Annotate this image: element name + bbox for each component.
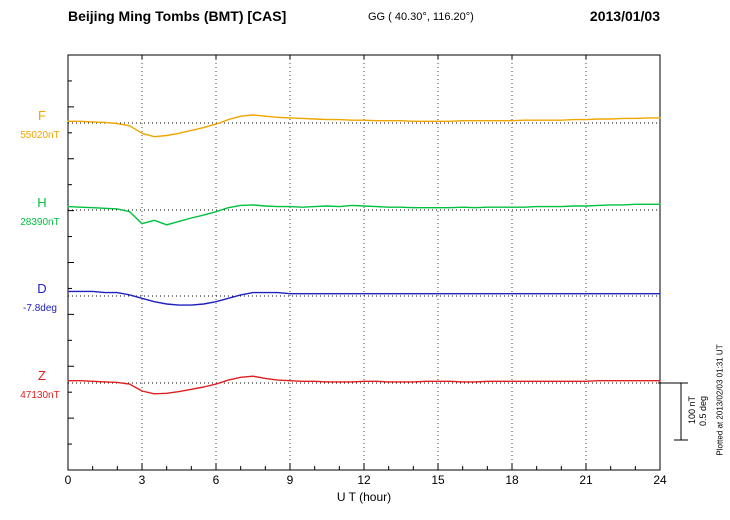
- x-axis-label: U T (hour): [337, 490, 391, 504]
- component-baseline-Z: 47130nT: [20, 390, 60, 401]
- x-tick-label: 6: [213, 473, 220, 487]
- component-baseline-H: 28390nT: [20, 217, 60, 228]
- trace-Z: [67, 375, 661, 395]
- x-tick-label: 21: [579, 473, 593, 487]
- x-tick-label: 12: [357, 473, 371, 487]
- trace-F: [67, 114, 661, 138]
- x-tick-label: 18: [505, 473, 519, 487]
- trace-H: [67, 203, 661, 226]
- station-title: Beijing Ming Tombs (BMT) [CAS]: [68, 8, 287, 24]
- scale-bar-label-nt: 100 nT: [687, 395, 697, 425]
- x-tick-label: 15: [431, 473, 445, 487]
- scale-bar-label-deg: 0.5 deg: [698, 395, 708, 427]
- x-tick-label: 3: [139, 473, 146, 487]
- component-letter-F: F: [38, 108, 46, 123]
- component-letter-Z: Z: [38, 368, 46, 383]
- observation-date: 2013/01/03: [589, 8, 660, 24]
- plotted-at-note: Plotted at 2013/02/03 01:31 UT: [715, 344, 725, 456]
- geographic-coordinates: GG ( 40.30°, 116.20°): [368, 11, 474, 23]
- component-baseline-D: -7.8deg: [23, 303, 57, 314]
- component-letter-D: D: [37, 281, 47, 296]
- component-letter-H: H: [37, 195, 47, 210]
- component-baseline-F: 55020nT: [20, 130, 60, 141]
- x-tick-label: 24: [653, 473, 667, 487]
- trace-D: [67, 290, 661, 306]
- x-tick-label: 9: [287, 473, 294, 487]
- x-tick-label: 0: [65, 473, 72, 487]
